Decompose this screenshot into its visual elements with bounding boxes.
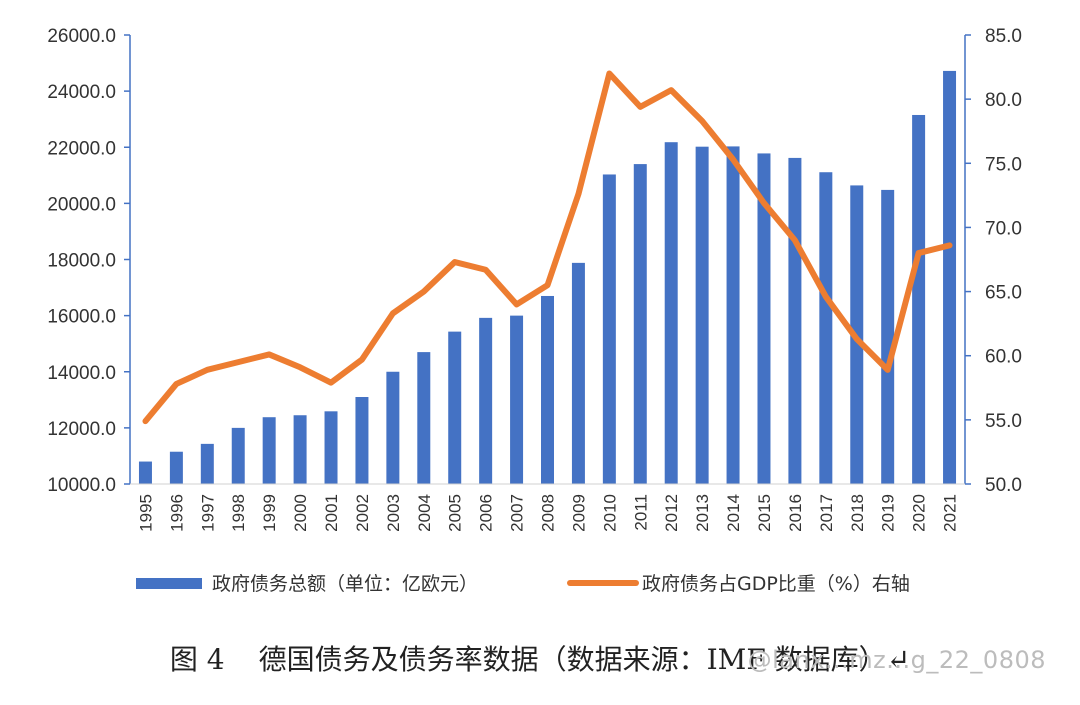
bar bbox=[138, 461, 152, 484]
bar bbox=[355, 397, 369, 484]
line-series bbox=[142, 70, 953, 425]
chart: 10000.0 12000.0 14000.0 16000.0 18000.0 20000… bbox=[47, 26, 1022, 595]
x-tick-label: 1999 bbox=[260, 494, 279, 532]
bar bbox=[726, 146, 740, 484]
x-tick-label: 1995 bbox=[136, 494, 155, 532]
bar bbox=[633, 164, 647, 484]
x-tick-label: 2015 bbox=[755, 494, 774, 532]
left-tick-label: 14000.0 bbox=[47, 363, 116, 384]
x-tick-label: 2016 bbox=[786, 494, 805, 532]
x-tick-label: 1996 bbox=[167, 494, 186, 532]
x-tick-label: 2017 bbox=[817, 494, 836, 532]
bar bbox=[912, 114, 926, 485]
x-tick-label: 1997 bbox=[198, 494, 217, 532]
figure-caption: 图 4 德国债务及债务率数据（数据来源：IMF 数据库）↵ bbox=[0, 638, 1080, 678]
bar bbox=[695, 146, 709, 484]
right-tick-label: 55.0 bbox=[985, 411, 1022, 432]
left-tick-label: 26000.0 bbox=[47, 26, 116, 47]
bar bbox=[293, 415, 307, 484]
x-tick-label: 2020 bbox=[910, 494, 929, 532]
figure-label: 图 4 bbox=[169, 643, 225, 676]
right-tick-label: 65.0 bbox=[985, 283, 1022, 304]
x-tick-label: 2003 bbox=[384, 494, 403, 532]
bar bbox=[448, 331, 462, 484]
x-tick-label: 2006 bbox=[477, 494, 496, 532]
left-tick-label: 18000.0 bbox=[47, 251, 116, 272]
bar bbox=[231, 427, 245, 484]
right-tick-label: 50.0 bbox=[985, 475, 1022, 496]
bar bbox=[169, 451, 183, 484]
x-tick-label: 2000 bbox=[291, 494, 310, 532]
x-tick-label: 2014 bbox=[724, 494, 743, 532]
left-tick-label: 20000.0 bbox=[47, 194, 116, 215]
x-tick-label: 2002 bbox=[353, 494, 372, 532]
left-tick-label: 10000.0 bbox=[47, 475, 116, 496]
legend-label-line: 政府债务占GDP比重（%）右轴 bbox=[642, 573, 910, 595]
x-tick-label: 1998 bbox=[229, 494, 248, 532]
bar bbox=[417, 352, 431, 484]
left-y-axis: 10000.0 12000.0 14000.0 16000.0 18000.0 20000… bbox=[47, 26, 131, 496]
right-tick-label: 85.0 bbox=[985, 26, 1022, 47]
bar bbox=[943, 70, 957, 485]
bar bbox=[819, 172, 833, 484]
bar bbox=[510, 315, 524, 484]
right-y-axis: 50.0 55.0 60.0 65.0 70.0 75.0 80.0 85.0 bbox=[964, 26, 1022, 496]
bar bbox=[602, 174, 616, 484]
x-axis: 1995 1996 1997 1998 1999 2000 2001 2002 2003 2004… bbox=[130, 483, 965, 532]
legend-swatch-bar bbox=[136, 578, 202, 589]
x-tick-label: 2005 bbox=[446, 494, 465, 532]
caption-text: 德国债务及债务率数据（数据来源：IMF 数据库）↵ bbox=[258, 643, 911, 676]
bar bbox=[541, 295, 554, 484]
right-tick-label: 70.0 bbox=[985, 218, 1022, 239]
x-tick-label: 2004 bbox=[415, 494, 434, 532]
legend: 政府债务总额（单位：亿欧元） 政府债务占GDP比重（%）右轴 bbox=[136, 573, 910, 595]
x-tick-label: 2019 bbox=[879, 494, 898, 532]
bar bbox=[324, 411, 338, 484]
x-tick-label: 2012 bbox=[662, 494, 681, 532]
bar bbox=[664, 142, 678, 485]
bar bbox=[479, 317, 493, 484]
x-tick-label: 2011 bbox=[631, 494, 650, 531]
x-tick-label: 2018 bbox=[848, 494, 867, 532]
x-tick-label: 2001 bbox=[322, 494, 341, 532]
x-tick-label: 2021 bbox=[941, 494, 960, 532]
watermark: @lanx...mz...g_22_0808 bbox=[747, 646, 1046, 674]
bar bbox=[571, 262, 585, 484]
bar bbox=[881, 189, 895, 484]
x-tick-label: 2010 bbox=[600, 494, 619, 532]
bar bbox=[200, 443, 214, 484]
right-tick-label: 75.0 bbox=[985, 154, 1022, 175]
left-tick-label: 24000.0 bbox=[47, 82, 116, 103]
x-tick-label: 2013 bbox=[693, 494, 712, 532]
right-tick-label: 80.0 bbox=[985, 90, 1022, 111]
left-tick-label: 12000.0 bbox=[47, 419, 116, 440]
bar bbox=[386, 371, 400, 484]
left-tick-label: 22000.0 bbox=[47, 138, 116, 159]
x-tick-label: 2007 bbox=[508, 494, 527, 532]
x-tick-label: 2008 bbox=[539, 494, 558, 532]
bar bbox=[788, 157, 802, 484]
left-tick-label: 16000.0 bbox=[47, 307, 116, 328]
bar-series bbox=[138, 70, 957, 485]
bar bbox=[262, 417, 276, 484]
right-tick-label: 60.0 bbox=[985, 347, 1022, 368]
legend-label-bar: 政府债务总额（单位：亿欧元） bbox=[212, 573, 478, 595]
x-tick-label: 2009 bbox=[569, 494, 588, 532]
bar bbox=[757, 153, 771, 484]
